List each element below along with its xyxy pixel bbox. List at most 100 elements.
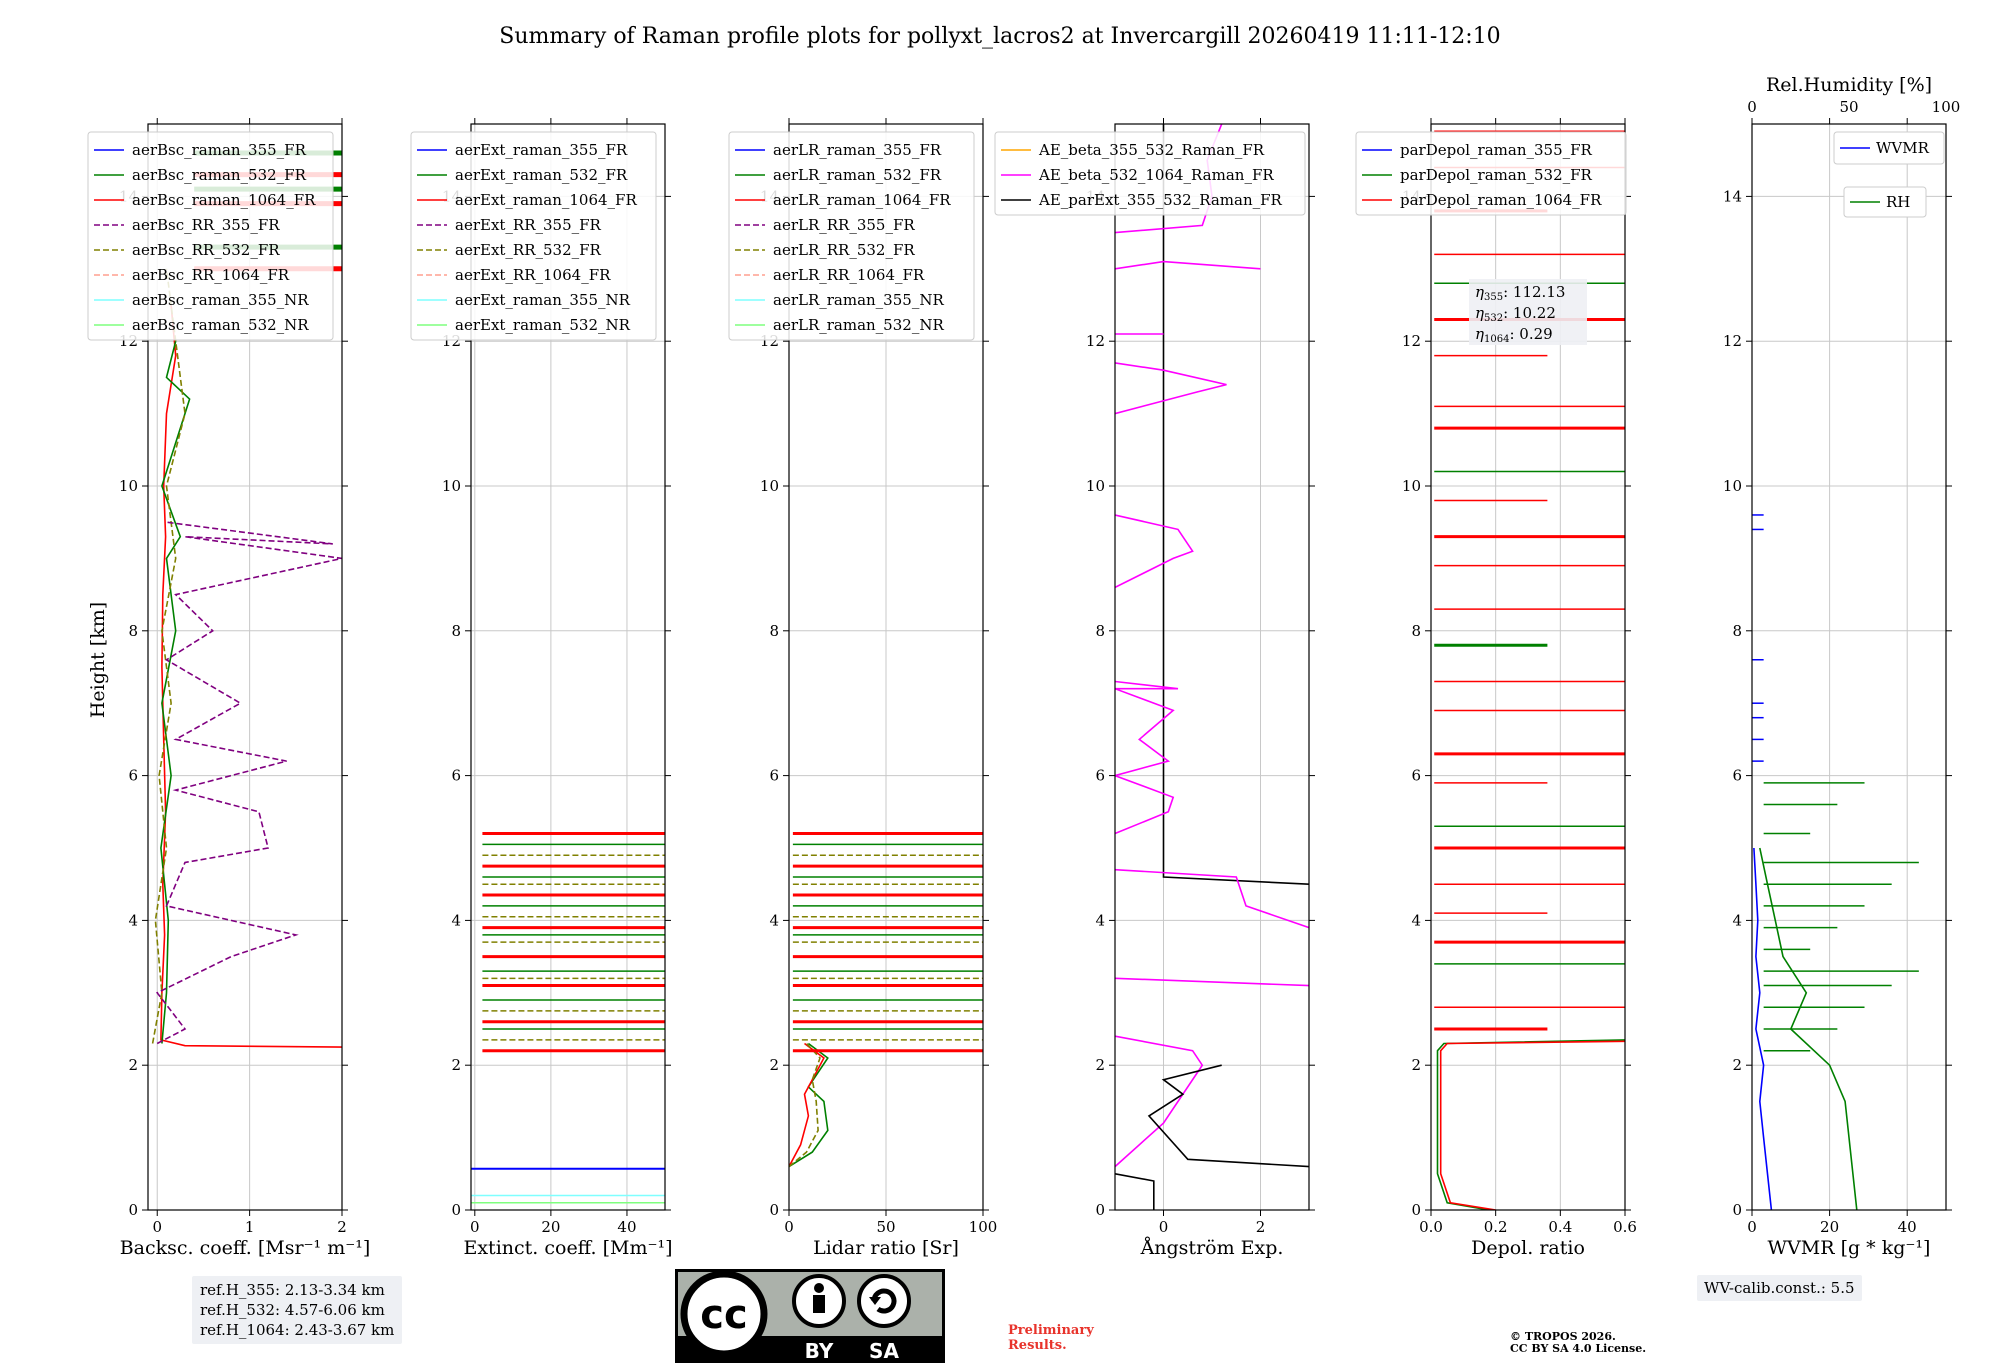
legend-box bbox=[410, 131, 657, 341]
legend-rh: RH bbox=[1843, 186, 1927, 218]
figure-title: Summary of Raman profile plots for polly… bbox=[499, 24, 1500, 49]
panel-ae: 0202468101214Ångström Exp.AE_beta_355_53… bbox=[994, 118, 1315, 1259]
x-tick-label: 2 bbox=[1256, 1218, 1266, 1236]
preliminary-line-1: Preliminary bbox=[1008, 1323, 1094, 1338]
legend-label-aerBsc_RR_355_FR: aerBsc_RR_355_FR bbox=[132, 216, 280, 234]
reference-height-box: ref.H_355: 2.13-3.34 km ref.H_532: 4.57-… bbox=[192, 1276, 403, 1344]
legend-label-aerExt_raman_532_FR: aerExt_raman_532_FR bbox=[455, 166, 628, 184]
x-tick-label: 40 bbox=[617, 1218, 636, 1236]
legend-label-AE_beta_532_1064_Raman_FR: AE_beta_532_1064_Raman_FR bbox=[1038, 166, 1274, 184]
series-aerBsc_RR_532_FR bbox=[151, 268, 186, 1044]
legend-ae: AE_beta_355_532_Raman_FR AE_beta_532_1064… bbox=[994, 131, 1306, 216]
legend-label-aerBsc_RR_532_FR: aerBsc_RR_532_FR bbox=[132, 241, 280, 259]
series-AE_beta_532_1064_Raman_FR bbox=[1115, 1035, 1204, 1168]
copyright-note: © TROPOS 2026. CC BY SA 4.0 License. bbox=[1510, 1331, 1646, 1355]
series-aerBsc_raman_1064_FR bbox=[160, 304, 342, 1048]
x-tick-label: 2 bbox=[337, 1218, 347, 1236]
y-tick-label: 2 bbox=[451, 1056, 461, 1074]
y-tick-label: 4 bbox=[451, 911, 461, 929]
y-tick-label: 4 bbox=[128, 911, 138, 929]
legend-label-aerBsc_raman_532_FR: aerBsc_raman_532_FR bbox=[132, 166, 307, 184]
legend-box bbox=[1355, 131, 1627, 216]
x-tick-label: 0.4 bbox=[1548, 1218, 1572, 1236]
top-x-tick-label: 100 bbox=[1932, 98, 1961, 116]
legend-label-parDepol_raman_355_FR: parDepol_raman_355_FR bbox=[1400, 141, 1593, 159]
series-aerLR_RR_532_FR bbox=[789, 1042, 821, 1168]
legend-label-aerLR_raman_532_NR: aerLR_raman_532_NR bbox=[773, 316, 944, 334]
y-tick-label: 0 bbox=[1411, 1201, 1421, 1219]
legend-label-RH: RH bbox=[1886, 193, 1910, 211]
legend-wvmr: WVMR bbox=[1833, 131, 1945, 165]
top-x-axis-label: Rel.Humidity [%] bbox=[1766, 74, 1932, 96]
legend-label-aerLR_raman_1064_FR: aerLR_raman_1064_FR bbox=[773, 191, 951, 209]
copyright-line-1: © TROPOS 2026. bbox=[1510, 1330, 1616, 1343]
legend-label-AE_parExt_355_532_Raman_FR: AE_parExt_355_532_Raman_FR bbox=[1038, 191, 1283, 209]
x-axis-label: Lidar ratio [Sr] bbox=[813, 1237, 959, 1259]
y-tick-label: 2 bbox=[128, 1056, 138, 1074]
legend-label-aerExt_raman_355_FR: aerExt_raman_355_FR bbox=[455, 141, 628, 159]
y-tick-label: 6 bbox=[1095, 767, 1105, 785]
legend-label-aerExt_RR_532_FR: aerExt_RR_532_FR bbox=[455, 241, 602, 259]
series-parDepol_raman_532_FR bbox=[1436, 1039, 1625, 1210]
y-tick-label: 12 bbox=[1086, 332, 1105, 350]
ref-height-355: ref.H_355: 2.13-3.34 km bbox=[200, 1281, 385, 1299]
y-tick-label: 10 bbox=[442, 477, 461, 495]
legend-label-parDepol_raman_1064_FR: parDepol_raman_1064_FR bbox=[1400, 191, 1602, 209]
y-tick-label: 10 bbox=[1723, 477, 1742, 495]
eta-box-bg bbox=[1469, 279, 1587, 345]
legend-label-aerExt_raman_532_NR: aerExt_raman_532_NR bbox=[455, 316, 631, 334]
series-aerLR_raman_1064_FR bbox=[789, 1042, 825, 1167]
y-tick-label: 4 bbox=[1411, 911, 1421, 929]
cc-sa-label: SA bbox=[869, 1339, 899, 1363]
eta-1064: η1064: 0.29 bbox=[1475, 325, 1553, 345]
panel-lr: 05010002468101214Lidar ratio [Sr]aerLR_r… bbox=[728, 118, 998, 1259]
series-AE_beta_532_1064_Raman_FR bbox=[1115, 680, 1179, 835]
legend-label-WVMR: WVMR bbox=[1876, 139, 1930, 157]
x-tick-label: 0 bbox=[1747, 1218, 1757, 1236]
preliminary-line-2: Results. bbox=[1008, 1338, 1067, 1353]
legend-label-parDepol_raman_532_FR: parDepol_raman_532_FR bbox=[1400, 166, 1593, 184]
y-tick-label: 10 bbox=[760, 477, 779, 495]
legend-box bbox=[1843, 186, 1927, 218]
y-tick-label: 8 bbox=[451, 622, 461, 640]
legend-label-aerExt_raman_355_NR: aerExt_raman_355_NR bbox=[455, 291, 631, 309]
y-tick-label: 8 bbox=[769, 622, 779, 640]
x-axis-label: Extinct. coeff. [Mm⁻¹] bbox=[463, 1237, 672, 1259]
y-tick-label: 8 bbox=[1095, 622, 1105, 640]
x-tick-label: 1 bbox=[245, 1218, 255, 1236]
x-axis-label: Depol. ratio bbox=[1471, 1237, 1585, 1259]
y-tick-label: 8 bbox=[1411, 622, 1421, 640]
series-group bbox=[1115, 124, 1309, 1210]
y-axis-label: Height [km] bbox=[87, 602, 109, 718]
y-tick-label: 8 bbox=[1732, 622, 1742, 640]
y-tick-label: 12 bbox=[1402, 332, 1421, 350]
x-tick-label: 0.0 bbox=[1419, 1218, 1443, 1236]
legend-label-aerLR_RR_1064_FR: aerLR_RR_1064_FR bbox=[773, 266, 925, 284]
series-group bbox=[789, 832, 983, 1168]
y-tick-label: 2 bbox=[1411, 1056, 1421, 1074]
top-x-tick-label: 0 bbox=[1747, 98, 1757, 116]
ref-height-532: ref.H_532: 4.57-6.06 km bbox=[200, 1301, 385, 1319]
x-tick-label: 50 bbox=[876, 1218, 895, 1236]
legend-lr: aerLR_raman_355_FR aerLR_raman_532_FR aerL… bbox=[728, 131, 975, 341]
legend-label-aerLR_raman_532_FR: aerLR_raman_532_FR bbox=[773, 166, 942, 184]
legend-label-AE_beta_355_532_Raman_FR: AE_beta_355_532_Raman_FR bbox=[1038, 141, 1265, 159]
legend-label-aerExt_RR_355_FR: aerExt_RR_355_FR bbox=[455, 216, 602, 234]
series-AE_beta_532_1064_Raman_FR bbox=[1115, 868, 1309, 929]
axes-frame bbox=[1114, 123, 1310, 1211]
axes-frame bbox=[1430, 123, 1626, 1211]
top-x-tick-label: 50 bbox=[1839, 98, 1858, 116]
axes-frame bbox=[147, 123, 343, 1211]
cc-by-sa-badge[interactable]: cc BY SA bbox=[674, 1268, 946, 1364]
legend-label-aerLR_RR_355_FR: aerLR_RR_355_FR bbox=[773, 216, 915, 234]
panel-ext: 0204002468101214Extinct. coeff. [Mm⁻¹]ae… bbox=[410, 118, 673, 1259]
axes-frame bbox=[1751, 123, 1947, 1211]
y-tick-label: 12 bbox=[1723, 332, 1742, 350]
x-tick-label: 100 bbox=[969, 1218, 998, 1236]
x-tick-label: 0 bbox=[1159, 1218, 1169, 1236]
legend-box bbox=[728, 131, 975, 341]
x-tick-label: 20 bbox=[541, 1218, 560, 1236]
y-tick-label: 0 bbox=[769, 1201, 779, 1219]
legend-label-aerBsc_raman_532_NR: aerBsc_raman_532_NR bbox=[132, 316, 309, 334]
y-tick-label: 6 bbox=[1411, 767, 1421, 785]
